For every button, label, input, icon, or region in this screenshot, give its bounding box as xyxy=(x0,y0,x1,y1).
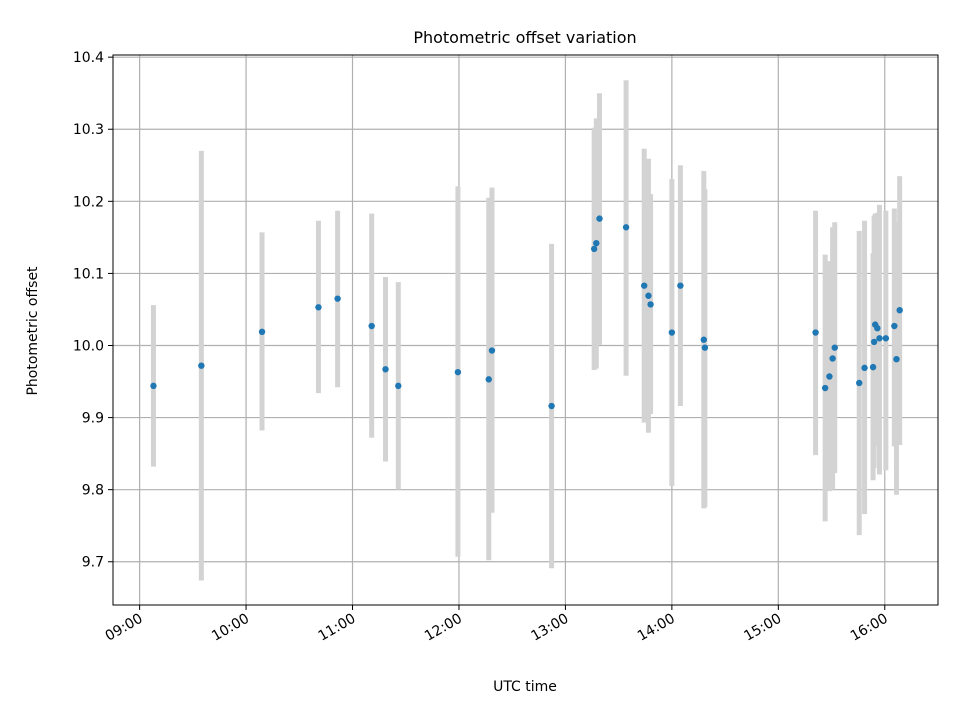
plot-frame xyxy=(112,54,939,606)
data-point xyxy=(874,324,881,332)
y-tick-label: 10.1 xyxy=(73,266,104,282)
y-tick-label: 10.3 xyxy=(73,122,104,138)
grid xyxy=(113,55,938,605)
data-point xyxy=(368,322,375,330)
data-point xyxy=(870,338,878,346)
y-tick-label: 9.9 xyxy=(82,411,104,427)
y-axis-ticks: 9.7 9.8 9.9 10.0 10.1 10.2 10.3 10.4 xyxy=(73,50,113,571)
data-point xyxy=(315,304,322,311)
y-tick-label: 10.0 xyxy=(73,338,104,354)
data-point xyxy=(258,328,266,336)
y-axis-label: Photometric offset xyxy=(25,266,41,396)
data-point xyxy=(454,368,462,376)
data-point xyxy=(590,245,598,253)
data-point xyxy=(821,384,829,392)
x-axis-label: UTC time xyxy=(493,679,557,695)
data-point xyxy=(150,382,157,390)
y-tick-label: 10.2 xyxy=(73,194,104,210)
data-point xyxy=(645,292,652,299)
data-point xyxy=(593,239,600,247)
y-tick-label: 9.7 xyxy=(82,555,104,571)
data-point xyxy=(861,364,868,372)
data-point xyxy=(831,344,838,351)
data-point xyxy=(334,295,341,302)
data-point xyxy=(826,373,833,380)
data-point xyxy=(640,282,648,289)
data-point xyxy=(812,329,819,336)
data-point xyxy=(622,224,630,231)
data-point xyxy=(876,335,883,342)
data-point xyxy=(893,355,900,363)
data-point xyxy=(485,376,492,383)
y-tick-label: 10.4 xyxy=(73,50,104,66)
data-point xyxy=(596,215,603,222)
data-point xyxy=(198,362,205,369)
data-point xyxy=(896,306,903,314)
data-point xyxy=(700,336,708,343)
data-point xyxy=(382,366,389,373)
data-point xyxy=(647,301,654,308)
chart-title: Photometric offset variation xyxy=(413,28,636,47)
data-point xyxy=(856,379,863,387)
y-tick-label: 9.8 xyxy=(82,483,104,499)
data-point xyxy=(869,363,877,371)
data-point xyxy=(488,347,496,354)
data-point xyxy=(891,322,898,330)
data-points xyxy=(150,215,903,410)
data-point xyxy=(701,344,709,351)
data-point xyxy=(677,282,684,289)
data-point xyxy=(395,382,402,390)
data-point xyxy=(548,402,555,410)
data-point xyxy=(668,329,676,336)
data-point xyxy=(882,335,890,342)
data-point xyxy=(829,355,836,362)
